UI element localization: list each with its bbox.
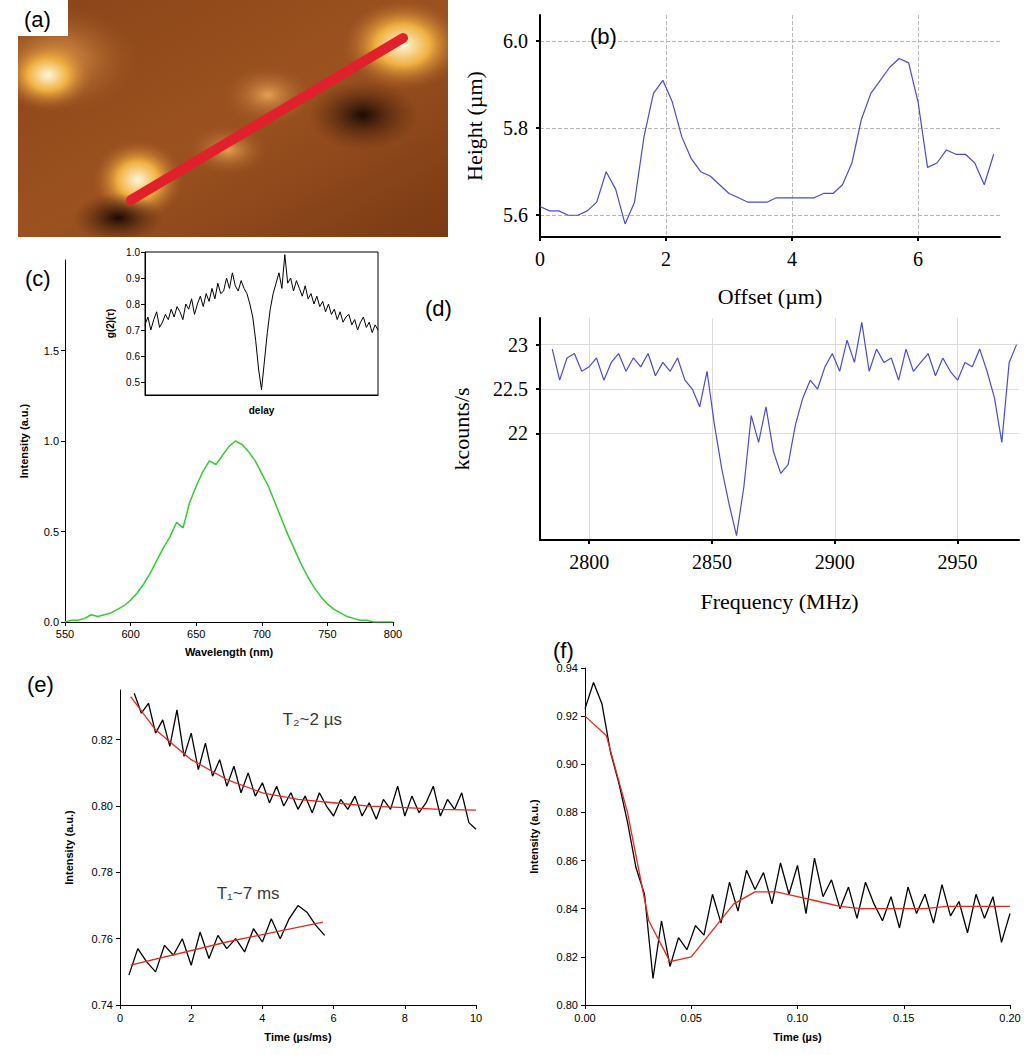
svg-text:Time (µs/ms): Time (µs/ms) — [264, 1031, 332, 1043]
svg-text:0.5: 0.5 — [126, 377, 140, 388]
svg-text:Wavelength (nm): Wavelength (nm) — [185, 646, 274, 658]
svg-text:0.20: 0.20 — [999, 1012, 1020, 1024]
svg-text:0: 0 — [117, 1012, 123, 1024]
svg-text:(b): (b) — [590, 24, 617, 49]
svg-text:22.5: 22.5 — [493, 378, 528, 400]
svg-text:Time (µs): Time (µs) — [773, 1031, 822, 1043]
svg-text:750: 750 — [318, 628, 336, 640]
svg-text:0.8: 0.8 — [126, 299, 140, 310]
svg-text:Intensity (a.u.): Intensity (a.u.) — [18, 403, 30, 478]
svg-text:delay: delay — [249, 405, 275, 416]
svg-text:1.0: 1.0 — [126, 247, 140, 258]
svg-text:Height (µm): Height (µm) — [462, 71, 487, 181]
svg-text:2: 2 — [188, 1012, 194, 1024]
svg-text:(a): (a) — [24, 7, 51, 32]
svg-text:0.6: 0.6 — [126, 351, 140, 362]
svg-text:2800: 2800 — [569, 551, 609, 573]
svg-text:600: 600 — [121, 628, 139, 640]
svg-text:Intensity (a.u.): Intensity (a.u.) — [63, 810, 75, 885]
svg-text:2: 2 — [661, 248, 671, 270]
svg-text:0.76: 0.76 — [92, 933, 113, 945]
svg-text:0.15: 0.15 — [893, 1012, 914, 1024]
svg-text:1.0: 1.0 — [44, 435, 59, 447]
svg-text:0.84: 0.84 — [557, 903, 578, 915]
svg-text:0.78: 0.78 — [92, 866, 113, 878]
svg-text:(e): (e) — [27, 672, 54, 697]
svg-text:T₂~2 µs: T₂~2 µs — [283, 710, 342, 729]
svg-text:0.86: 0.86 — [557, 855, 578, 867]
svg-text:(d): (d) — [425, 296, 452, 321]
svg-text:0.10: 0.10 — [787, 1012, 808, 1024]
svg-text:Offset (µm): Offset (µm) — [718, 284, 823, 309]
svg-text:0.90: 0.90 — [557, 758, 578, 770]
svg-text:Frequency (MHz): Frequency (MHz) — [700, 589, 858, 614]
svg-text:1.5: 1.5 — [44, 345, 59, 357]
svg-text:0.80: 0.80 — [92, 800, 113, 812]
svg-text:kcounts/s: kcounts/s — [449, 387, 474, 470]
svg-text:g(2)(τ): g(2)(τ) — [105, 309, 116, 338]
svg-text:10: 10 — [470, 1012, 482, 1024]
svg-text:0.00: 0.00 — [574, 1012, 595, 1024]
svg-text:8: 8 — [402, 1012, 408, 1024]
svg-text:2900: 2900 — [815, 551, 855, 573]
svg-text:2850: 2850 — [692, 551, 732, 573]
svg-text:0.0: 0.0 — [44, 616, 59, 628]
svg-text:(f): (f) — [553, 638, 574, 663]
svg-text:5.6: 5.6 — [503, 204, 528, 226]
svg-text:0.92: 0.92 — [557, 710, 578, 722]
svg-text:0.82: 0.82 — [557, 951, 578, 963]
svg-text:T₁~7 ms: T₁~7 ms — [217, 884, 280, 903]
svg-text:23: 23 — [508, 334, 528, 356]
svg-text:550: 550 — [56, 628, 74, 640]
svg-text:0.05: 0.05 — [681, 1012, 702, 1024]
svg-text:5.8: 5.8 — [503, 117, 528, 139]
svg-text:Intensity (a.u.): Intensity (a.u.) — [528, 799, 540, 874]
svg-text:0.74: 0.74 — [92, 999, 113, 1011]
svg-text:0.7: 0.7 — [126, 325, 140, 336]
svg-text:700: 700 — [253, 628, 271, 640]
svg-text:800: 800 — [384, 628, 402, 640]
svg-text:6: 6 — [331, 1012, 337, 1024]
svg-text:0.9: 0.9 — [126, 273, 140, 284]
svg-text:6.0: 6.0 — [503, 30, 528, 52]
svg-text:0.5: 0.5 — [44, 526, 59, 538]
svg-text:0.80: 0.80 — [557, 999, 578, 1011]
svg-text:0.94: 0.94 — [557, 662, 578, 674]
svg-text:0: 0 — [535, 248, 545, 270]
svg-text:2950: 2950 — [938, 551, 978, 573]
svg-text:0.88: 0.88 — [557, 806, 578, 818]
svg-text:4: 4 — [787, 248, 797, 270]
svg-text:22: 22 — [508, 422, 528, 444]
svg-text:4: 4 — [259, 1012, 265, 1024]
svg-text:6: 6 — [913, 248, 923, 270]
svg-text:0.82: 0.82 — [92, 734, 113, 746]
svg-text:650: 650 — [187, 628, 205, 640]
svg-text:(c): (c) — [25, 266, 51, 291]
